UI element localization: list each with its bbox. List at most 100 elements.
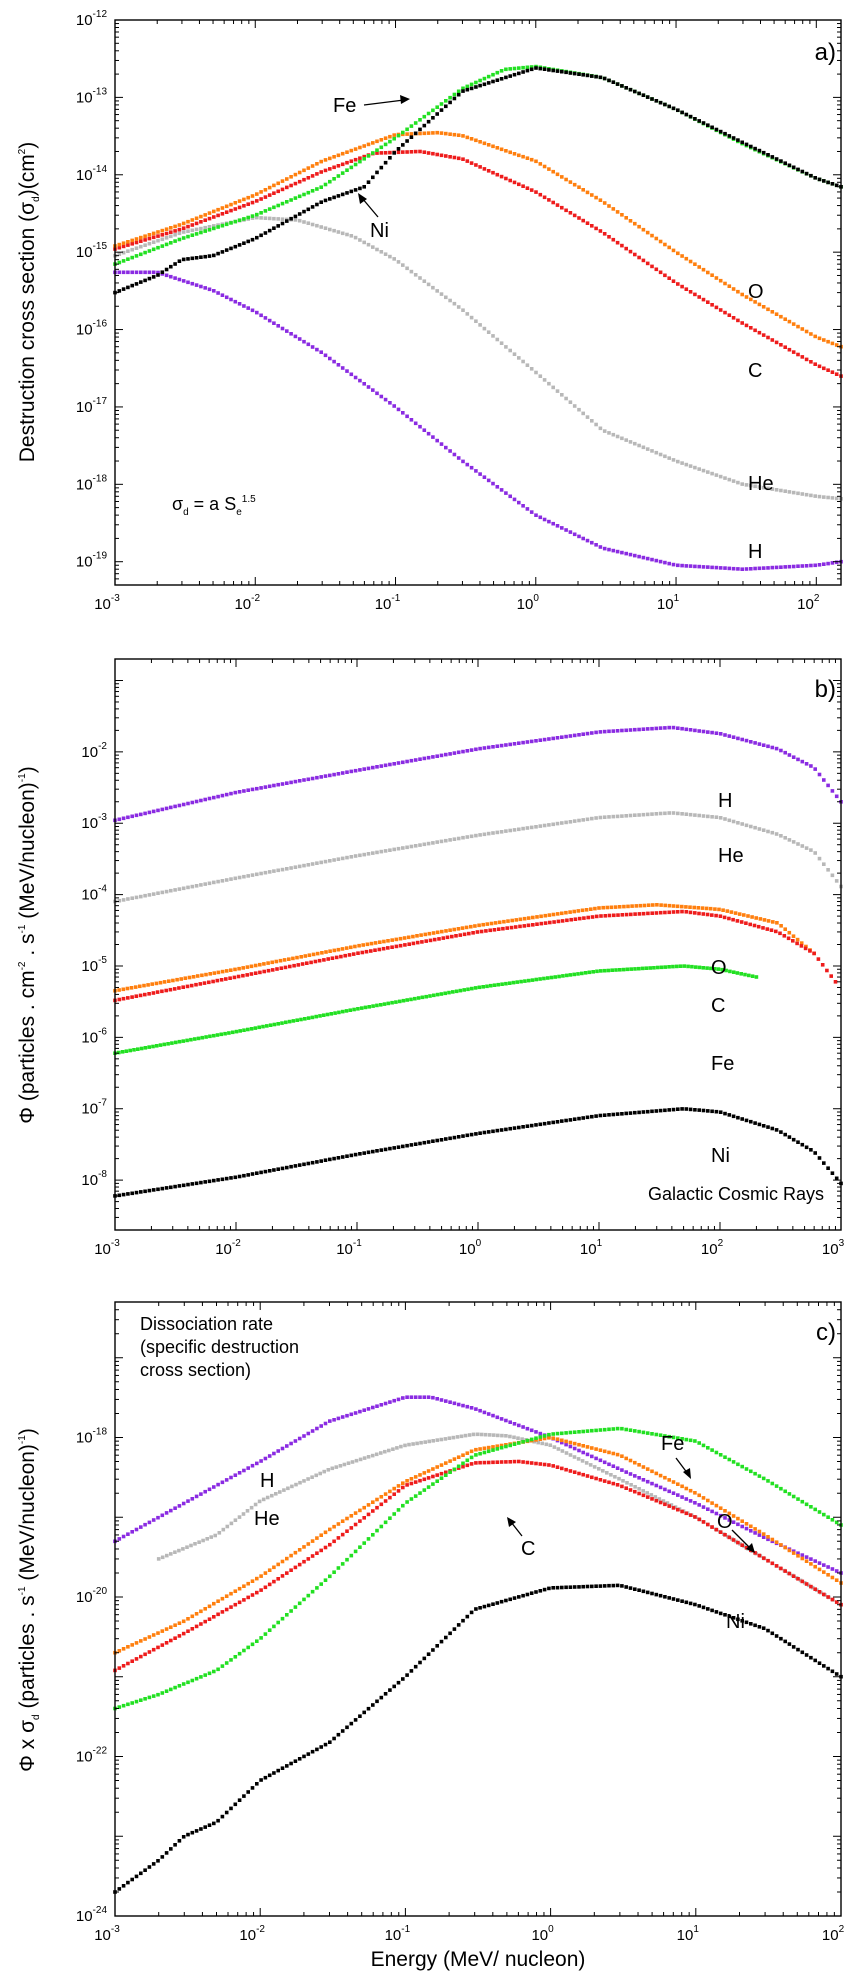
- data-point: [560, 911, 564, 916]
- data-point: [383, 160, 388, 165]
- data-point: [358, 238, 362, 242]
- data-point: [156, 1692, 160, 1697]
- data-point: [366, 1503, 371, 1507]
- data-point: [744, 323, 749, 328]
- panel-b-label-o: O: [711, 957, 727, 979]
- data-point: [637, 1476, 641, 1480]
- data-point: [547, 1432, 551, 1437]
- data-point: [147, 249, 152, 253]
- data-point: [456, 927, 461, 931]
- data-point: [615, 729, 620, 733]
- data-point: [134, 1657, 139, 1661]
- data-point: [641, 555, 646, 560]
- data-point: [405, 127, 409, 132]
- data-point: [547, 1463, 551, 1467]
- data-point: [809, 1655, 813, 1660]
- data-point: [375, 1497, 379, 1502]
- data-point: [720, 967, 725, 972]
- data-point: [302, 1597, 306, 1602]
- data-point: [612, 913, 616, 918]
- data-point: [267, 1568, 272, 1572]
- x-tick-label: 102: [701, 1238, 724, 1258]
- data-point: [620, 728, 624, 733]
- data-point: [207, 1617, 212, 1621]
- data-point: [338, 1464, 343, 1468]
- data-point: [485, 922, 490, 926]
- data-point: [432, 993, 436, 998]
- data-point: [224, 878, 229, 882]
- data-point: [383, 849, 388, 853]
- data-point: [590, 915, 595, 919]
- data-point: [585, 1474, 590, 1478]
- data-point: [740, 1117, 744, 1121]
- data-point: [572, 1470, 577, 1474]
- data-point: [526, 978, 531, 983]
- data-point: [465, 159, 470, 163]
- data-point: [358, 378, 362, 383]
- data-point: [771, 920, 775, 924]
- data-point: [306, 1542, 311, 1546]
- data-point: [306, 342, 311, 347]
- data-point: [302, 177, 306, 182]
- data-point: [624, 1486, 628, 1490]
- data-point: [813, 494, 817, 498]
- data-point: [125, 986, 130, 991]
- data-point: [444, 295, 448, 300]
- data-point: [379, 394, 384, 399]
- data-point: [735, 919, 740, 923]
- data-point: [259, 190, 263, 194]
- data-point: [774, 1128, 779, 1132]
- data-point: [761, 1476, 766, 1481]
- data-point: [336, 230, 341, 234]
- data-point: [718, 1453, 723, 1457]
- data-point: [278, 958, 283, 963]
- data-point: [289, 1441, 293, 1446]
- data-point: [177, 259, 182, 263]
- data-point: [371, 765, 375, 770]
- data-point: [139, 235, 143, 240]
- data-point: [766, 1558, 770, 1563]
- data-point: [469, 161, 474, 165]
- data-point: [340, 947, 345, 951]
- data-point: [336, 1536, 341, 1540]
- data-point: [535, 915, 539, 919]
- data-point: [267, 185, 272, 190]
- data-point: [640, 966, 645, 971]
- data-point: [602, 232, 607, 236]
- data-point: [499, 147, 504, 152]
- data-point: [654, 558, 659, 563]
- panel-a-arrow-ni: [361, 197, 379, 218]
- data-point: [796, 491, 800, 496]
- data-point: [293, 214, 298, 219]
- data-point: [710, 471, 714, 476]
- data-point: [779, 159, 783, 163]
- data-point: [224, 204, 229, 209]
- data-point: [345, 1516, 349, 1521]
- data-point: [705, 966, 709, 970]
- data-point: [749, 1469, 753, 1474]
- data-point: [348, 1008, 353, 1012]
- data-point: [358, 1152, 362, 1156]
- data-point: [804, 1145, 809, 1150]
- data-point: [334, 1465, 339, 1469]
- data-point: [276, 203, 280, 208]
- data-point: [736, 1617, 740, 1622]
- data-point: [597, 906, 601, 910]
- data-point: [310, 1539, 315, 1543]
- data-point: [379, 849, 384, 854]
- data-point: [710, 303, 714, 307]
- data-point: [482, 475, 487, 479]
- data-point: [181, 1501, 186, 1506]
- data-point: [289, 216, 293, 221]
- data-point: [736, 1540, 740, 1545]
- data-point: [302, 1545, 306, 1549]
- panel-a-arrow-fe: [363, 99, 405, 106]
- data-point: [757, 302, 762, 307]
- data-point: [415, 1441, 419, 1446]
- data-point: [173, 229, 177, 233]
- data-point: [237, 966, 241, 971]
- data-point: [542, 1121, 547, 1126]
- x-tick-label: 103: [822, 1238, 845, 1258]
- data-point: [422, 123, 427, 128]
- data-point: [511, 980, 516, 985]
